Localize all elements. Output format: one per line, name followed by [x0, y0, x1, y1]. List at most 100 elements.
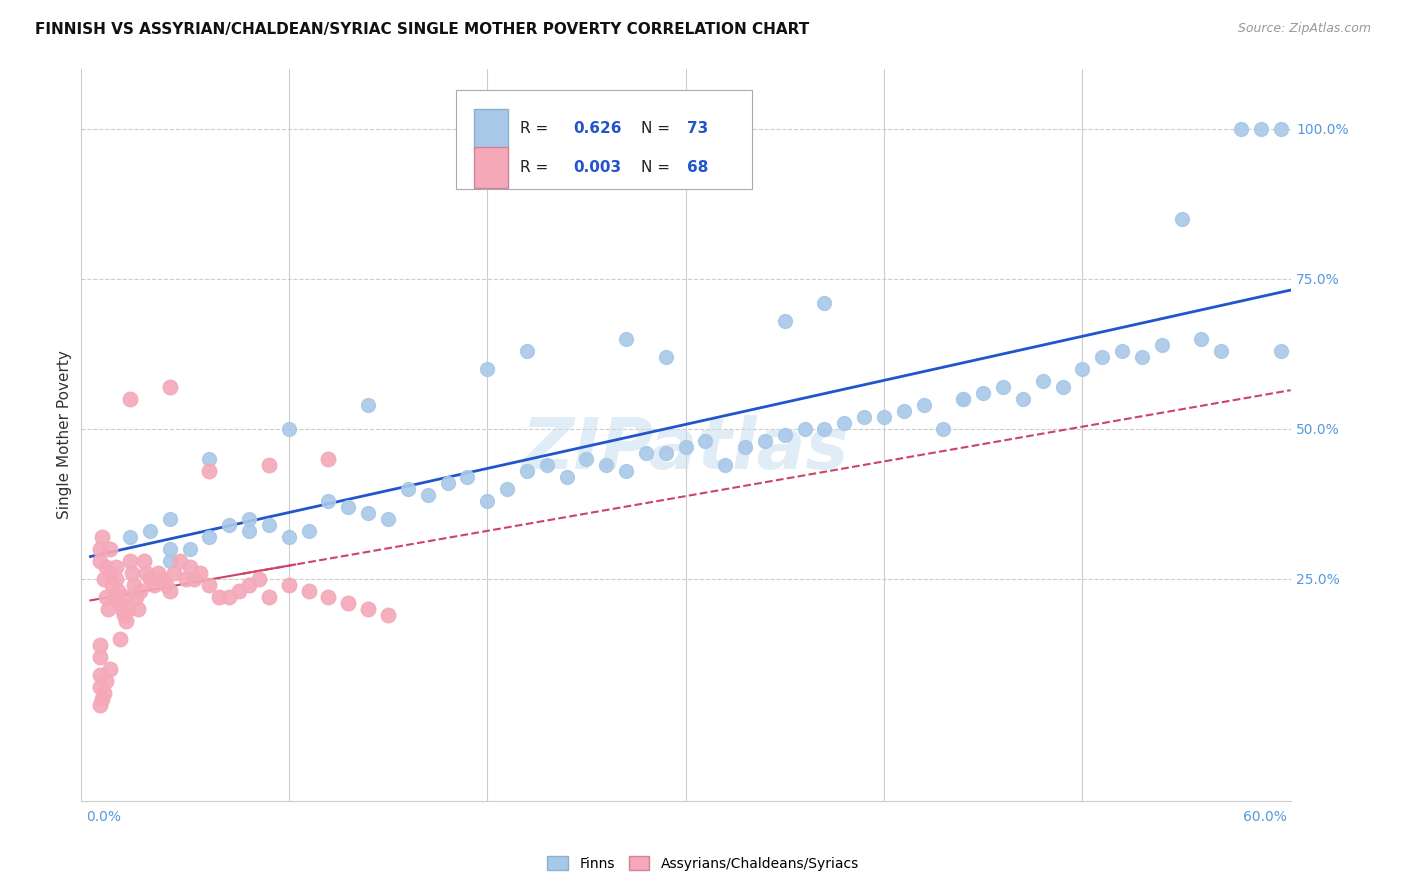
Text: Source: ZipAtlas.com: Source: ZipAtlas.com	[1237, 22, 1371, 36]
Point	[179, 560, 201, 574]
Point	[120, 392, 142, 406]
Point	[238, 524, 260, 538]
Point	[1052, 380, 1074, 394]
Point	[135, 566, 157, 580]
Point	[238, 578, 260, 592]
Point	[436, 475, 458, 490]
Point	[228, 583, 250, 598]
Point	[516, 464, 538, 478]
Text: R =: R =	[520, 121, 553, 136]
Point	[614, 332, 637, 346]
Point	[536, 458, 558, 472]
Point	[734, 440, 756, 454]
Point	[1011, 392, 1033, 406]
Y-axis label: Single Mother Poverty: Single Mother Poverty	[58, 351, 72, 519]
Point	[912, 398, 935, 412]
Point	[377, 607, 399, 622]
Point	[198, 578, 221, 592]
Point	[773, 314, 796, 328]
Point	[952, 392, 974, 406]
Point	[139, 524, 162, 538]
Point	[122, 578, 145, 592]
Point	[120, 530, 142, 544]
Point	[318, 493, 340, 508]
Point	[277, 530, 299, 544]
Point	[115, 614, 138, 628]
Point	[318, 451, 340, 466]
Point	[1150, 337, 1173, 351]
Point	[456, 470, 478, 484]
Point	[89, 680, 111, 694]
Point	[183, 572, 205, 586]
Point	[93, 686, 115, 700]
Point	[853, 409, 876, 424]
Point	[337, 500, 360, 514]
Point	[952, 392, 974, 406]
Point	[357, 602, 380, 616]
Point	[277, 422, 299, 436]
Point	[98, 566, 121, 580]
Point	[614, 464, 637, 478]
Point	[754, 434, 776, 448]
Point	[169, 554, 191, 568]
Point	[117, 602, 139, 616]
Point	[108, 632, 131, 646]
Point	[150, 572, 173, 586]
Point	[575, 451, 598, 466]
Point	[179, 541, 201, 556]
Point	[96, 673, 118, 688]
Point	[159, 541, 181, 556]
Point	[516, 343, 538, 358]
Text: 0.626: 0.626	[574, 121, 621, 136]
Point	[932, 422, 955, 436]
Point	[416, 488, 439, 502]
Point	[298, 583, 321, 598]
Point	[98, 541, 121, 556]
Point	[89, 554, 111, 568]
Bar	[474, 109, 508, 149]
Point	[112, 607, 135, 622]
Text: 68: 68	[686, 160, 709, 175]
Point	[247, 572, 270, 586]
Point	[142, 578, 165, 592]
Point	[1071, 361, 1094, 376]
Point	[120, 554, 142, 568]
Point	[1170, 211, 1192, 226]
Point	[115, 590, 138, 604]
Point	[675, 440, 697, 454]
Text: 60.0%: 60.0%	[1243, 810, 1286, 824]
Point	[89, 649, 111, 664]
Point	[89, 698, 111, 712]
Text: 0.003: 0.003	[574, 160, 621, 175]
Point	[257, 458, 280, 472]
Point	[96, 560, 118, 574]
Bar	[474, 147, 508, 187]
Point	[105, 560, 128, 574]
Point	[89, 541, 111, 556]
Point	[174, 572, 197, 586]
Point	[89, 638, 111, 652]
Point	[127, 602, 149, 616]
Point	[159, 512, 181, 526]
Point	[107, 583, 129, 598]
Point	[972, 385, 994, 400]
Point	[813, 422, 835, 436]
Text: N =: N =	[641, 121, 675, 136]
Point	[654, 350, 676, 364]
Point	[98, 662, 121, 676]
Point	[121, 566, 143, 580]
Point	[1091, 350, 1114, 364]
Point	[188, 566, 211, 580]
Point	[97, 602, 120, 616]
Point	[1211, 343, 1233, 358]
Point	[1250, 121, 1272, 136]
FancyBboxPatch shape	[456, 90, 752, 189]
Point	[198, 464, 221, 478]
Point	[1111, 343, 1133, 358]
Point	[1270, 121, 1292, 136]
Point	[91, 530, 114, 544]
Point	[108, 596, 131, 610]
Point	[555, 470, 578, 484]
Point	[695, 434, 717, 448]
Text: ZIPatlas: ZIPatlas	[522, 415, 849, 484]
